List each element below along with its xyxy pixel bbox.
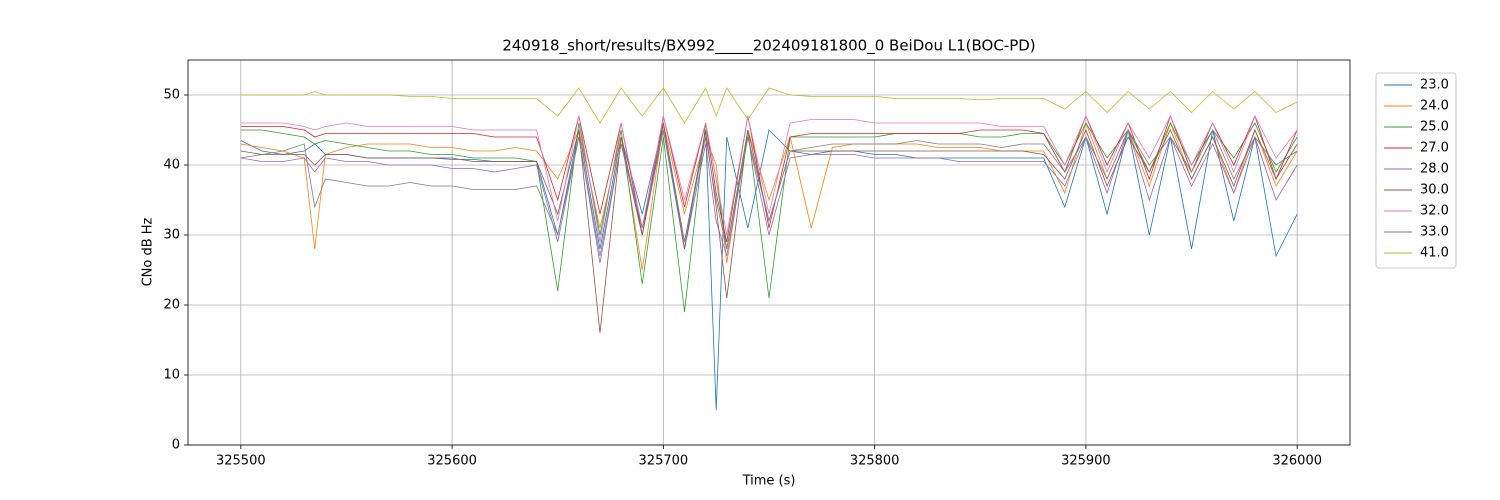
legend: 23.0 24.0 25.0 27.0 28.0 30.0 32.0 33.0 41.0 [1375,72,1457,269]
legend-label: 23.0 [1420,78,1449,93]
legend-label: 30.0 [1420,183,1449,198]
legend-label: 24.0 [1420,99,1449,114]
legend-label: 28.0 [1420,162,1449,177]
x-tick-label: 325700 [639,454,689,469]
x-tick-label: 325900 [1061,454,1111,469]
legend-box [1375,72,1457,269]
y-tick-label: 20 [163,298,180,313]
legend-label: 32.0 [1420,204,1449,219]
series-line [240,122,1298,334]
y-tick-label: 0 [172,438,180,453]
series-line [240,129,1298,257]
plot-frame [187,59,1351,446]
legend-label: 33.0 [1420,225,1449,240]
series-line [240,87,1298,124]
y-axis-label: CNo dB Hz [141,217,156,286]
plot-lines [240,87,1298,411]
y-tick-label: 10 [163,368,180,383]
y-tick-label: 50 [163,88,180,103]
x-tick-label: 326000 [1272,454,1322,469]
x-tick-label: 325800 [850,454,900,469]
grid [188,60,1350,446]
y-tick-label: 30 [163,228,180,243]
series-line [240,121,1298,271]
x-tick-label: 325600 [427,454,477,469]
legend-label: 27.0 [1420,141,1449,156]
y-tick-label: 40 [163,158,180,173]
x-axis-label: Time (s) [742,474,796,489]
series-line [240,114,1298,243]
legend-label: 41.0 [1420,246,1449,261]
series-line [240,114,1298,243]
x-tick-label: 325500 [216,454,266,469]
legend-label: 25.0 [1420,120,1449,135]
chart-title: 240918_short/results/BX992_____202409181… [502,37,1035,56]
